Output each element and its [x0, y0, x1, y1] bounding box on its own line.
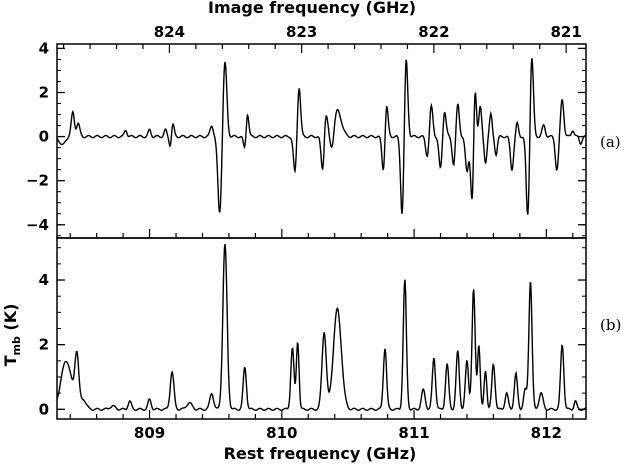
chart-marks: −4 −2 0 2 4 824 823 822 821 0 2 4 809 810 811 812 [26, 23, 587, 442]
panel_a-ytick-label-0: −4 [26, 216, 49, 234]
panel_b-ytick-label-0: 0 [39, 400, 49, 418]
panel_b-xtick-label-1: 810 [266, 424, 297, 442]
panel-b-frame [56, 237, 587, 420]
panel-a-frame [56, 43, 587, 239]
panel-b-label: (b) [600, 316, 621, 334]
top-axis-label: Image frequency (GHz) [208, 0, 416, 17]
panel_b-ytick-label-2: 4 [39, 271, 49, 289]
top-xtick-label-1: 823 [286, 23, 317, 41]
panel_a-ytick-label-4: 4 [39, 39, 49, 57]
y-axis-label: Tmb (K) [1, 304, 23, 367]
y-axis-label-unit: (K) [1, 304, 20, 337]
top-xtick-label-3: 821 [551, 23, 582, 41]
panel_a-ytick-label-1: −2 [26, 172, 49, 190]
panel_b-xtick-label-0: 809 [134, 424, 165, 442]
x-axis-label: Rest frequency (GHz) [224, 444, 417, 463]
panel_b-xtick-label-2: 811 [398, 424, 429, 442]
top-xtick-label-0: 824 [154, 23, 185, 41]
y-axis-label-main: T [1, 355, 20, 366]
panel_b-xtick-label-3: 812 [531, 424, 562, 442]
panel_a-ytick-label-3: 2 [39, 84, 49, 102]
panel_a-ytick-label-2: 0 [39, 128, 49, 146]
panel_a-spectrum-line [56, 58, 587, 215]
top-xtick-label-2: 822 [418, 23, 449, 41]
panel_b-ytick-label-1: 2 [39, 336, 49, 354]
panel-a-label: (a) [600, 133, 621, 151]
panel_b-spectrum-line [56, 243, 587, 412]
y-axis-label-sub: mb [10, 336, 23, 355]
